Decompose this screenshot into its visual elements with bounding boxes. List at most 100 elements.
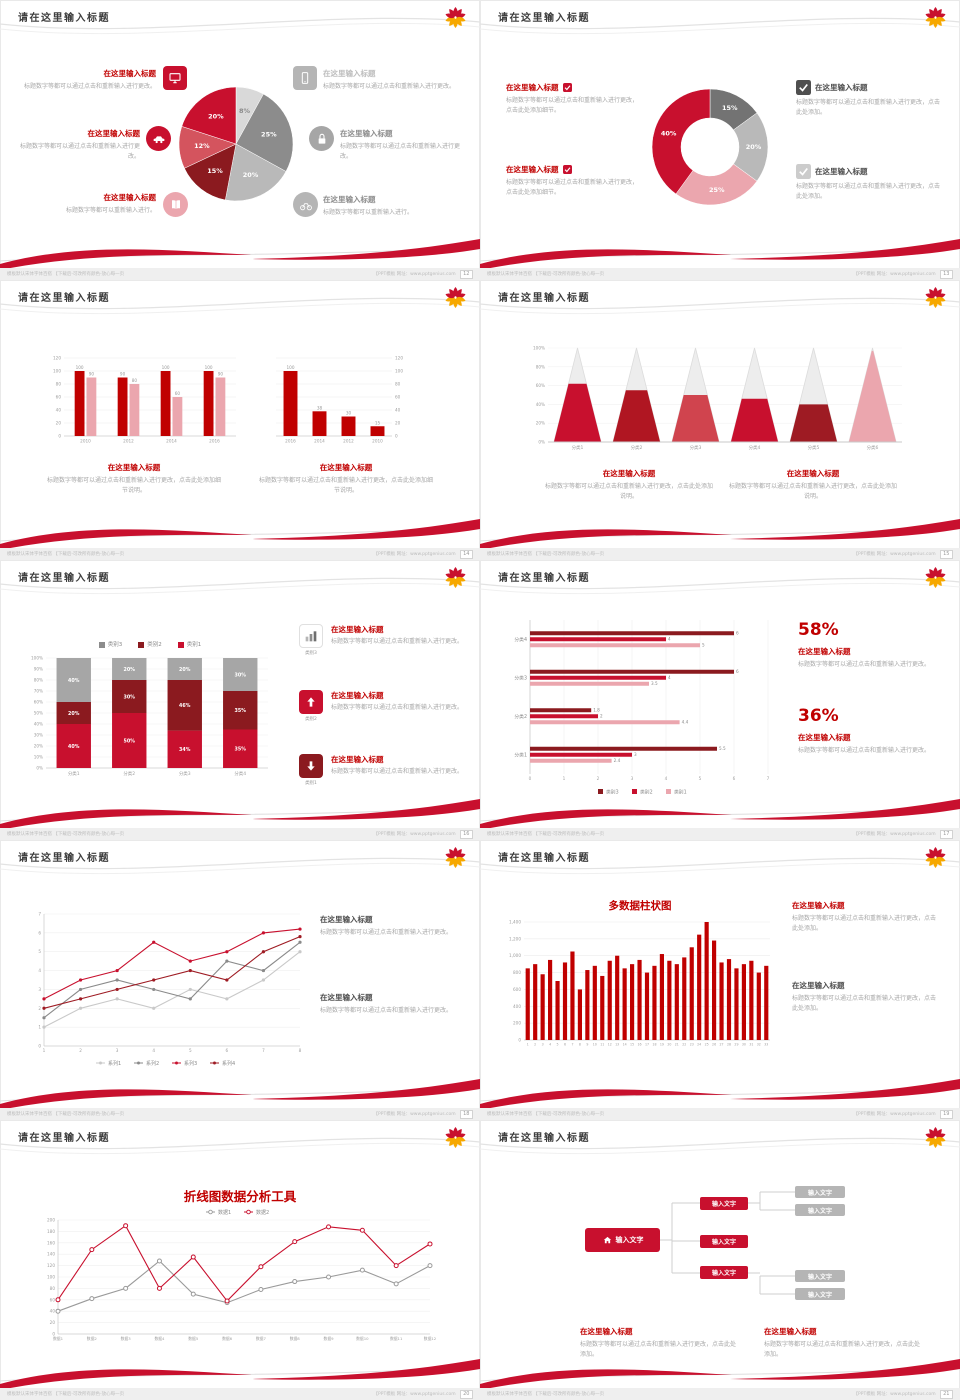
svg-text:0: 0 <box>58 434 61 439</box>
list-item: 类别3 在这里输入标题 标题数字等都可以通过点击和重新输入进行更改。 <box>298 624 470 656</box>
stat-block: 36% 在这里输入标题 标题数字等都可以通过点击和重新输入进行更改。 <box>798 708 938 756</box>
slide-thumbnail-15[interactable]: 请在这里输入标题 0% 20% 40% 60% 80% 100% 分类1 分类2 分类3 分类4 分… <box>480 280 960 560</box>
block-body: 标题数字等都可以通过点击和重新输入进行更改，点击此处添加说明。 <box>728 483 897 500</box>
feature-block: 在这里输入标题 标题数字等都可以通过点击和重新输入进行更改。 <box>10 128 140 161</box>
svg-text:分类5: 分类5 <box>808 444 820 451</box>
slide-thumbnail-14[interactable]: 请在这里输入标题 0 20 40 60 80 100 120 2010 100 90 2012 90 8… <box>0 280 480 560</box>
svg-text:分类3: 分类3 <box>179 770 191 777</box>
svg-text:120: 120 <box>53 356 61 361</box>
slide-thumbnail-19[interactable]: 请在这里输入标题 多数据柱状图 0 200 400 600 800 1,000 1,200 1… <box>480 840 960 1120</box>
slide-title: 请在这里输入标题 <box>18 853 110 864</box>
slide-thumbnail-17[interactable]: 请在这里输入标题 0 1 2 3 4 5 6 7 分类4 6 4 5 分类3 6 4 3.5 分类2 1.8 2 4.… <box>480 560 960 840</box>
slide-footer: 模板默认宋体字体百搭 【下载后-可改所有颜色-放心每一页 【PPT模板 网址：w… <box>480 268 960 280</box>
svg-text:分类2: 分类2 <box>631 444 643 451</box>
top-swoosh-decoration <box>480 577 960 595</box>
slide-footer: 模板默认宋体字体百搭 【下载后-可改所有颜色-放心每一页 【PPT模板 网址：w… <box>0 1108 480 1120</box>
svg-text:140: 140 <box>47 1252 55 1257</box>
svg-text:60%: 60% <box>34 700 43 705</box>
home-icon <box>603 1236 611 1243</box>
svg-text:2012: 2012 <box>123 439 134 444</box>
block-body: 标题数字等都可以通过点击和重新输入进行更改，点击此处添加说明。 <box>544 483 713 500</box>
diagram-connectors <box>660 1191 795 1295</box>
diagram-node: 输入文字 <box>700 1235 748 1248</box>
check-icon <box>562 165 572 174</box>
svg-text:80: 80 <box>132 378 138 383</box>
feature-block: 在这里输入标题 标题数字等都可以通过点击和重新输入进行更改。 <box>340 128 466 161</box>
svg-text:12: 12 <box>608 1043 612 1047</box>
svg-text:2.4: 2.4 <box>614 758 621 763</box>
checklist-block: 在这里输入标题 标题数字等都可以通过点击和重新输入进行更改，点击此处添加细节。 <box>506 82 642 115</box>
page-number: 20 <box>459 1389 473 1399</box>
footer-right-text: 【PPT模板 网址：www.pptgenius.com <box>373 1392 456 1397</box>
block-title: 在这里输入标题 <box>331 625 384 634</box>
svg-text:5: 5 <box>557 1043 559 1047</box>
block-title: 在这里输入标题 <box>815 167 868 176</box>
svg-text:5: 5 <box>699 776 702 781</box>
text-block: 在这里输入标题 标题数字等都可以通过点击和重新输入进行更改，点击此处添加。 <box>792 980 940 1013</box>
svg-text:系列1: 系列1 <box>108 1060 121 1067</box>
top-swoosh-decoration <box>480 17 960 35</box>
page-number: 18 <box>459 1109 473 1119</box>
svg-text:0: 0 <box>518 1038 521 1043</box>
svg-text:6: 6 <box>226 1048 229 1053</box>
svg-text:20: 20 <box>667 1043 671 1047</box>
slide-thumbnail-16[interactable]: 请在这里输入标题 类别3 类别2 类别1 0% 10% 20% 30% 40% 50% 60… <box>0 560 480 840</box>
svg-text:7: 7 <box>571 1043 573 1047</box>
bar-chart: 0 20 40 60 80 100 120 2016 100 2014 38 2012 30 2010 15 <box>270 350 412 446</box>
page-number: 17 <box>939 829 953 839</box>
svg-text:100%: 100% <box>31 656 43 661</box>
svg-text:8: 8 <box>579 1043 581 1047</box>
block-body: 标题数字等都可以通过点击和重新输入进行更改。 <box>320 1007 453 1014</box>
page-number: 15 <box>939 549 953 559</box>
bottom-swoosh-decoration <box>0 1079 480 1108</box>
svg-text:1: 1 <box>38 1025 41 1030</box>
legend-label: 类别1 <box>186 642 202 648</box>
slide-thumbnail-20[interactable]: 请在这里输入标题 折线图数据分析工具 0 20 40 60 80 100 120 140 160… <box>0 1120 480 1400</box>
checklist-block: 在这里输入标题 标题数字等都可以通过点击和重新输入进行更改，点击此处添加。 <box>796 164 942 201</box>
svg-text:2010: 2010 <box>80 439 91 444</box>
footer-right-text: 【PPT模板 网址：www.pptgenius.com <box>853 1112 936 1117</box>
brand-flower-logo-icon <box>445 1126 466 1149</box>
slide-thumbnail-12[interactable]: 请在这里输入标题 在这里输入标题 标题数字等都可以通过点击和重新输入进行更改。 … <box>0 0 480 280</box>
top-swoosh-decoration <box>480 1137 960 1155</box>
svg-text:90%: 90% <box>34 667 43 672</box>
slide-thumbnail-21[interactable]: 请在这里输入标题 输入文字 输入文字 输入文字 输入文字 输入文字 输入文字 输… <box>480 1120 960 1400</box>
brand-flower-logo-icon <box>925 566 946 589</box>
footer-right-text: 【PPT模板 网址：www.pptgenius.com <box>853 552 936 557</box>
block-title: 在这里输入标题 <box>506 83 559 92</box>
svg-text:1,400: 1,400 <box>509 920 521 925</box>
grouped-bar-chart: 0 20 40 60 80 100 120 2010 100 90 2012 90 80 2014 100 6… <box>44 350 242 446</box>
stat-title: 在这里输入标题 <box>798 733 851 742</box>
slide-thumbnail-18[interactable]: 请在这里输入标题 0 1 2 3 4 5 6 7 1 2 3 4 5 6 7 8 系列1 系列2 系列3 系列4 在这… <box>0 840 480 1120</box>
svg-text:9: 9 <box>586 1043 588 1047</box>
block-body: 标题数字等都可以重新输入进行。 <box>65 207 156 214</box>
svg-text:2: 2 <box>38 1006 41 1011</box>
slide-thumbnail-13[interactable]: 请在这里输入标题 在这里输入标题 标题数字等都可以通过点击和重新输入进行更改，点… <box>480 0 960 280</box>
svg-text:0: 0 <box>38 1044 41 1049</box>
svg-text:18: 18 <box>652 1043 656 1047</box>
svg-text:2014: 2014 <box>314 439 325 444</box>
slide-footer: 模板默认宋体字体百搭 【下载后-可改所有颜色-放心每一页 【PPT模板 网址：w… <box>0 828 480 840</box>
svg-text:4: 4 <box>38 968 41 973</box>
svg-text:25%: 25% <box>709 186 725 194</box>
svg-text:1.8: 1.8 <box>593 707 600 712</box>
svg-text:100: 100 <box>76 365 84 370</box>
page-number: 16 <box>459 829 473 839</box>
svg-text:6: 6 <box>38 930 41 935</box>
block-title: 在这里输入标题 <box>331 755 384 764</box>
block-body: 标题数字等都可以通过点击和重新输入进行更改。 <box>331 768 464 775</box>
slide-footer: 模板默认宋体字体百搭 【下载后-可改所有颜色-放心每一页 【PPT模板 网址：w… <box>0 548 480 560</box>
feature-block: 在这里输入标题 标题数字等都可以重新输入进行。 <box>24 192 156 216</box>
page-number: 13 <box>939 269 953 279</box>
bottom-swoosh-decoration <box>480 519 960 548</box>
svg-text:15: 15 <box>630 1043 634 1047</box>
block-title: 在这里输入标题 <box>103 193 157 202</box>
footer-right-text: 【PPT模板 网址：www.pptgenius.com <box>373 272 456 277</box>
block-body: 标题数字等都可以通过点击和重新输入进行更改。 <box>331 704 464 711</box>
block-title: 在这里输入标题 <box>602 469 656 478</box>
svg-text:分类2: 分类2 <box>514 713 527 720</box>
svg-text:数据3: 数据3 <box>121 1336 132 1341</box>
brand-flower-logo-icon <box>445 286 466 309</box>
top-swoosh-decoration <box>0 297 480 315</box>
block-title: 在这里输入标题 <box>331 691 384 700</box>
